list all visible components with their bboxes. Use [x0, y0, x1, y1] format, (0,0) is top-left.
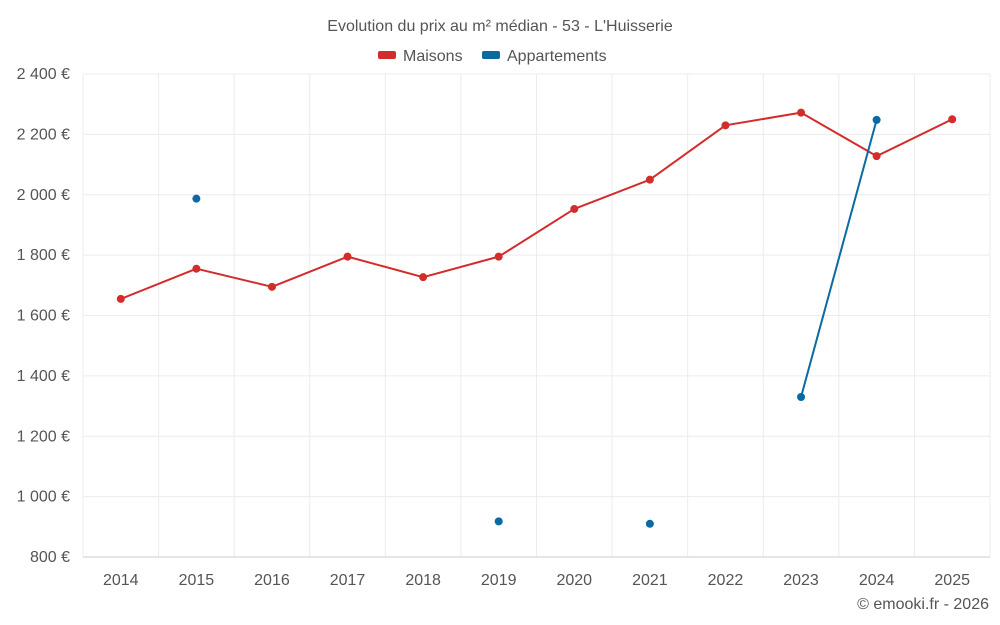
x-tick-label: 2022: [708, 572, 744, 589]
chart-title: Evolution du prix au m² médian - 53 - L'…: [327, 18, 673, 35]
x-tick-label: 2018: [405, 572, 441, 589]
y-tick-label: 2 200 €: [17, 126, 70, 143]
y-tick-label: 2 000 €: [17, 187, 70, 204]
data-point-maisons: [570, 204, 579, 213]
x-tick-label: 2024: [859, 572, 895, 589]
x-tick-label: 2023: [783, 572, 819, 589]
data-point-maisons: [343, 252, 352, 261]
data-point-maisons: [721, 121, 730, 130]
series-layer: [116, 108, 957, 528]
y-tick-label: 2 400 €: [17, 66, 70, 83]
data-point-maisons: [948, 115, 957, 124]
legend: Maisons Appartements: [378, 48, 607, 65]
data-point-maisons: [797, 108, 806, 117]
data-point-maisons: [872, 152, 881, 161]
y-tick-label: 1 400 €: [17, 368, 70, 385]
y-tick-label: 800 €: [30, 549, 70, 566]
x-tick-label: 2015: [179, 572, 215, 589]
data-point-appartements: [872, 115, 881, 124]
legend-swatch-maisons: [378, 51, 396, 59]
y-tick-label: 1 600 €: [17, 308, 70, 325]
data-point-maisons: [267, 282, 276, 291]
x-tick-label: 2017: [330, 572, 366, 589]
x-tick-label: 2025: [934, 572, 970, 589]
series-line-appartements: [800, 119, 878, 398]
data-point-appartements: [645, 519, 654, 528]
grid: [82, 73, 991, 557]
data-point-appartements: [797, 393, 806, 402]
x-tick-label: 2016: [254, 572, 290, 589]
x-tick-label: 2020: [556, 572, 592, 589]
x-tick-label: 2021: [632, 572, 668, 589]
data-point-maisons: [419, 273, 428, 282]
x-tick-label: 2014: [103, 572, 139, 589]
credit: © emooki.fr - 2026: [857, 596, 989, 613]
data-point-appartements: [494, 517, 503, 526]
legend-swatch-appartements: [482, 51, 500, 59]
data-point-appartements: [192, 194, 201, 203]
legend-label-appartements: Appartements: [507, 48, 607, 65]
y-tick-label: 1 800 €: [17, 247, 70, 264]
series-line-maisons: [120, 111, 953, 300]
data-point-maisons: [494, 252, 503, 261]
y-tick-label: 1 200 €: [17, 428, 70, 445]
data-point-maisons: [192, 264, 201, 273]
legend-label-maisons: Maisons: [403, 48, 463, 65]
data-point-maisons: [645, 175, 654, 184]
y-tick-label: 1 000 €: [17, 489, 70, 506]
axes: 800 € 1 000 € 1 200 € 1 400 € 1 600 € 1 800 €…: [17, 66, 990, 589]
x-tick-label: 2019: [481, 572, 517, 589]
data-point-maisons: [116, 294, 125, 303]
